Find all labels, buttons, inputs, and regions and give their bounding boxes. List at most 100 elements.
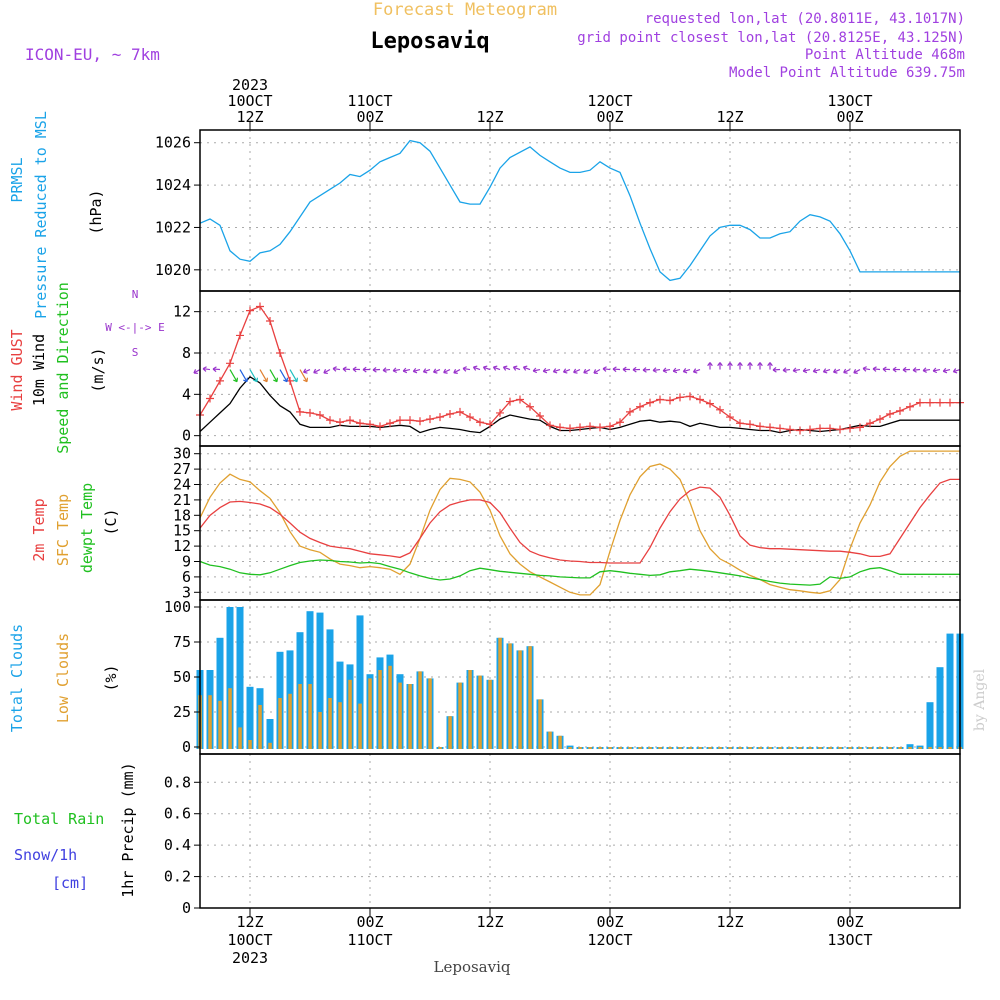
wind-direction-arrowhead	[212, 366, 217, 373]
wind-direction-arrowhead	[522, 365, 528, 371]
low-cloud-bar	[758, 747, 762, 749]
wind-direction-arrow	[833, 368, 841, 373]
gust-marker	[406, 416, 414, 425]
wind-direction-arrow	[289, 369, 298, 382]
gust-marker	[946, 398, 954, 407]
low-cloud-bar	[268, 742, 272, 749]
wind-direction-arrowhead	[692, 368, 698, 374]
gust-marker	[486, 420, 494, 429]
low-cloud-bar	[368, 678, 372, 749]
wind-direction-arrowhead	[922, 367, 927, 373]
wind-direction-arrowhead	[512, 365, 518, 371]
gust-marker	[596, 423, 604, 432]
wind-direction-arrow	[673, 368, 681, 372]
wind-direction-arrowhead	[193, 369, 198, 375]
y-tick-label: 1024	[155, 176, 191, 194]
model-label: ICON-EU, ~ 7km	[25, 45, 160, 64]
low-cloud-bar	[558, 735, 562, 749]
wind-direction-arrow	[313, 368, 321, 374]
low-cloud-bar	[798, 747, 802, 749]
low-cloud-bar	[788, 747, 792, 749]
gust-marker	[636, 402, 644, 411]
product-title: Forecast Meteogram	[373, 0, 557, 20]
wind-direction-arrow	[303, 368, 311, 373]
low-cloud-bar	[868, 747, 872, 749]
wind-direction-arrowhead	[882, 366, 887, 373]
ylabel-wind-gust: Wind GUST	[8, 329, 26, 410]
total-cloud-bar	[226, 607, 234, 749]
grid-layer	[200, 130, 960, 909]
wind-direction-arrow	[823, 368, 831, 373]
gust-marker	[616, 418, 624, 427]
wind-direction-arrow	[953, 368, 961, 373]
wind-direction-arrowhead	[593, 369, 598, 375]
y-tick-label: 75	[173, 633, 191, 651]
top-time-label: 13OCT	[827, 92, 872, 110]
label-snow: Snow/1h	[14, 846, 77, 864]
gust-marker	[876, 415, 884, 424]
low-cloud-bar	[548, 731, 552, 749]
wind-direction-arrowhead	[273, 377, 279, 383]
point-altitude: Point Altitude 468m	[805, 47, 965, 63]
low-cloud-bar	[808, 747, 812, 749]
wind-direction-arrowhead	[342, 366, 347, 372]
wind-direction-arrow	[803, 368, 811, 372]
gust-marker	[426, 415, 434, 424]
low-cloud-bar	[388, 665, 392, 749]
wind-direction-arrow	[593, 369, 601, 374]
total-cloud-bar	[906, 744, 914, 749]
gust-marker	[206, 394, 214, 403]
wind-direction-arrowhead	[717, 362, 723, 367]
wind-direction-arrowhead	[902, 366, 907, 373]
ylabel-2m-temp: 2m Temp	[30, 498, 48, 561]
wind-direction-arrow	[473, 366, 481, 371]
low-cloud-bar	[678, 747, 682, 749]
gust-marker	[806, 425, 814, 434]
low-cloud-bar	[768, 747, 772, 749]
gust-marker	[706, 399, 714, 408]
gust-marker	[356, 419, 364, 428]
gust-marker	[916, 398, 924, 407]
ylabel-total-clouds: Total Clouds	[8, 624, 26, 732]
gust-marker	[656, 395, 664, 404]
wind-direction-arrowhead	[772, 366, 777, 373]
gust-marker	[526, 402, 534, 411]
wind-direction-arrowhead	[583, 368, 588, 374]
wind-direction-arrowhead	[767, 362, 773, 367]
gust-marker	[836, 425, 844, 434]
gust-marker	[246, 306, 254, 315]
low-cloud-bar	[218, 700, 222, 749]
ylabel-precip: 1hr Precip (mm)	[119, 762, 137, 897]
low-cloud-bar	[578, 747, 582, 749]
ylabel-celsius: (C)	[102, 508, 120, 535]
wind-direction-arrow	[922, 368, 931, 372]
bottom-time-label: 12Z	[476, 913, 503, 931]
gust-marker	[546, 421, 554, 430]
wind-direction-arrowhead	[843, 368, 848, 374]
y-tick-label: 3	[182, 583, 191, 601]
wind-direction-arrow	[193, 369, 201, 374]
low-cloud-bar	[258, 705, 262, 749]
bottom-time-label: 12Z	[236, 913, 263, 931]
wind-direction-arrow	[933, 368, 941, 372]
gust-marker	[306, 408, 314, 417]
temp-2m-line	[199, 478, 960, 564]
gust-marker	[496, 408, 504, 417]
bottom-time-label: 00Z	[356, 913, 383, 931]
low-cloud-bar	[718, 747, 722, 749]
low-cloud-bar	[928, 747, 932, 749]
wind-direction-arrow	[782, 368, 791, 371]
low-cloud-bar	[418, 671, 422, 749]
y-tick-label: 8	[182, 344, 191, 362]
ylabel-percent: (%)	[102, 664, 120, 691]
total-cloud-bar	[216, 637, 224, 749]
low-cloud-bar	[568, 747, 572, 749]
y-tick-label: 15	[173, 522, 191, 540]
low-cloud-bar	[598, 747, 602, 749]
gust-marker	[846, 424, 854, 433]
low-cloud-bar	[938, 747, 942, 749]
wind-direction-arrow	[503, 366, 511, 371]
gust-marker	[456, 407, 464, 416]
label-total-rain: Total Rain	[14, 810, 104, 828]
